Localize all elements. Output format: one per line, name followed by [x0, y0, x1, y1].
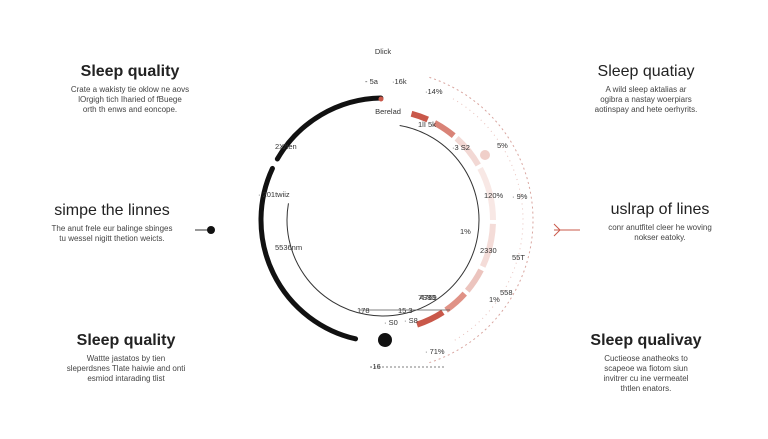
dot [207, 226, 215, 234]
panel-title: uslrap of lines [611, 201, 710, 218]
dashed-arc [452, 98, 524, 342]
inner-circle [286, 124, 480, 317]
ring-label: 558 [500, 288, 513, 297]
ring-label: · S0 [384, 318, 398, 327]
panel-title: Sleep qualivay [590, 332, 701, 349]
connector [553, 229, 561, 237]
ring-label: 7S80 [418, 293, 436, 302]
red-arc [410, 110, 429, 123]
panel-title: simpe the linnes [54, 202, 170, 219]
ring-label: - 5a [365, 77, 379, 86]
ring-label: 2X/ten [275, 142, 297, 151]
panel-title: Sleep quality [81, 63, 180, 80]
ring-label: ·14% [425, 87, 443, 96]
ring-label: · 71% [425, 347, 445, 356]
panel-body: invitrer cu ine vermeatel [604, 374, 689, 383]
ring-label: 55T [512, 253, 525, 262]
panel-body: tu wessel nigitt thetion weicts. [59, 234, 164, 243]
panel-body: Wattte jastatos by tien [87, 354, 165, 363]
ring-label: 5% [497, 141, 508, 150]
red-arc [444, 291, 467, 313]
ring-label: ·3 S2 [452, 143, 470, 152]
panel-body: scapeoe wa fiotom siun [604, 364, 688, 373]
panel-title: Sleep quality [77, 332, 176, 349]
ring-label: Berelad [375, 107, 401, 116]
ring-label: · S8 [404, 316, 418, 325]
panel-body: thtlen enators. [621, 384, 672, 393]
panel-title: Sleep quatiay [598, 63, 695, 80]
panel-body: nokser eatoky. [634, 233, 685, 242]
black-arc [274, 95, 384, 162]
ring-label: 178 [357, 306, 370, 315]
ring-label: ·16k [392, 77, 407, 86]
connector [553, 223, 561, 231]
ring-label: ·16 [370, 362, 381, 371]
ring-label: Dlick [375, 47, 391, 56]
panel-body: orth th enws and eoncope. [83, 105, 177, 114]
panel-body: The anut frele eur balinge sbinges [52, 224, 173, 233]
panel-body: conr anutfitel cleer he woving [608, 223, 712, 232]
ring-label: 1lI 5k [418, 120, 436, 129]
panel-body: aotinspay and hete oerhyrits. [595, 105, 698, 114]
ring-label: 1% [489, 295, 500, 304]
ring-label: 120% [484, 191, 504, 200]
red-arc [464, 268, 484, 293]
black-arc [258, 165, 359, 342]
red-arc [454, 136, 481, 167]
dot [378, 333, 392, 347]
red-arc [477, 166, 496, 221]
red-arc [433, 120, 456, 139]
panel-body: Crate a wakisty tie oklow ne aovs [71, 85, 189, 94]
panel-body: lOrgigh tich Iharied of fBuege [78, 95, 182, 104]
dot [480, 150, 490, 160]
ring-label: 4769 [420, 293, 437, 302]
ring-label: · 201twiiz [258, 190, 290, 199]
panel-body: esmiod intarading tlist [87, 374, 165, 383]
panel-body: sleperdsnes Tlate haiwie and onti [67, 364, 186, 373]
ring-label: 1% [460, 227, 471, 236]
ring-label: · 9% [512, 192, 528, 201]
dot [378, 96, 384, 102]
ring-label: 5536nm [275, 243, 302, 252]
panel-body: ogibra a nastay woerpiars [600, 95, 692, 104]
panel-body: A wild sleep aktalias ar [606, 85, 687, 94]
ring-label: 15.3 [398, 306, 413, 315]
dashed-arc [429, 76, 534, 364]
panel-body: Cuctieose anatheoks to [604, 354, 688, 363]
red-arc [415, 309, 445, 328]
red-arc [479, 223, 496, 268]
ring-label: 2330 [480, 246, 497, 255]
